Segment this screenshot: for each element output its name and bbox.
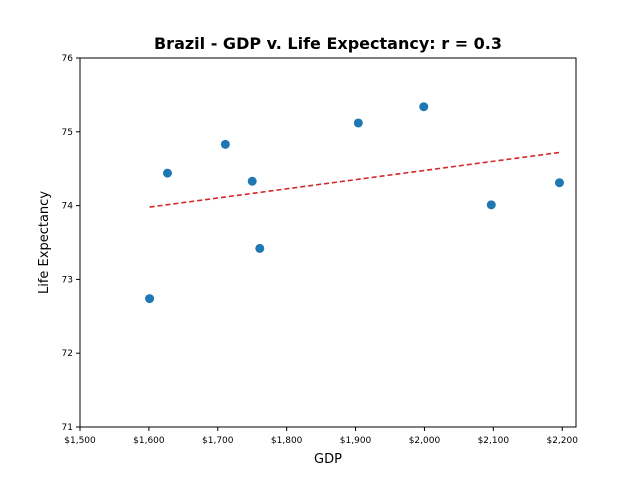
data-point bbox=[554, 178, 564, 188]
data-point bbox=[255, 243, 265, 253]
y-axis-label: Life Expectancy bbox=[37, 191, 52, 294]
x-tick-label: $1,700 bbox=[202, 436, 234, 446]
data-point bbox=[486, 200, 496, 210]
data-point bbox=[247, 176, 257, 186]
y-tick-label: 71 bbox=[62, 423, 73, 433]
data-point bbox=[220, 139, 230, 149]
y-tick-label: 72 bbox=[62, 349, 73, 359]
x-tick-label: $1,500 bbox=[64, 436, 96, 446]
y-tick-label: 74 bbox=[62, 202, 74, 212]
y-tick-label: 76 bbox=[62, 54, 74, 64]
data-point bbox=[145, 294, 155, 304]
data-point bbox=[419, 102, 429, 112]
x-tick-label: $1,600 bbox=[133, 436, 165, 446]
x-tick-label: $2,200 bbox=[546, 436, 578, 446]
plot-area bbox=[79, 57, 577, 428]
points-layer bbox=[145, 102, 564, 304]
chart-title: Brazil - GDP v. Life Expectancy: r = 0.3 bbox=[154, 34, 502, 53]
x-tick-label: $2,000 bbox=[409, 436, 441, 446]
trend-line bbox=[149, 151, 560, 208]
x-axis-label: GDP bbox=[314, 452, 342, 467]
ticks-layer: $1,500 $1,600 $1,700 $1,800 $1,900 $2,000 $2,1… bbox=[62, 54, 579, 446]
data-point bbox=[353, 118, 363, 128]
data-point bbox=[162, 168, 172, 178]
y-tick-label: 75 bbox=[62, 128, 73, 138]
x-tick-label: $2,100 bbox=[478, 436, 510, 446]
x-tick-label: $1,900 bbox=[340, 436, 372, 446]
y-tick-label: 73 bbox=[62, 275, 73, 285]
x-tick-label: $1,800 bbox=[271, 436, 303, 446]
